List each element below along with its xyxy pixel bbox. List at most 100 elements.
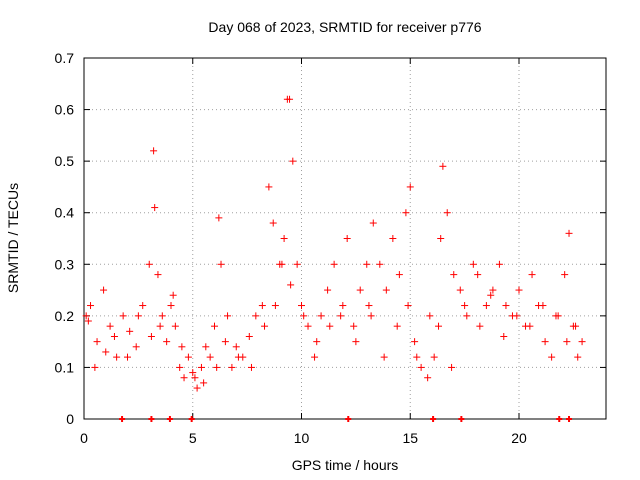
- data-point: [154, 271, 162, 279]
- data-point: [369, 219, 377, 227]
- data-point: [324, 286, 332, 294]
- data-point: [352, 338, 360, 346]
- data-point: [193, 384, 201, 392]
- data-point: [402, 209, 410, 217]
- data-point: [189, 369, 197, 377]
- data-point: [176, 363, 184, 371]
- data-point: [437, 235, 445, 242]
- data-point: [450, 271, 458, 279]
- data-point: [126, 327, 134, 335]
- y-tick-label: 0.6: [55, 102, 75, 118]
- zero-marker: [458, 416, 465, 422]
- data-points: [82, 95, 586, 422]
- data-point: [213, 363, 221, 371]
- data-point: [330, 260, 338, 268]
- data-point: [247, 363, 255, 371]
- data-point: [528, 271, 536, 279]
- y-tick-label: 0: [66, 411, 74, 427]
- data-point: [456, 286, 464, 294]
- data-point: [119, 312, 127, 320]
- data-point: [326, 322, 334, 330]
- x-tick-label: 15: [402, 430, 418, 446]
- data-point: [84, 317, 92, 325]
- data-point: [180, 374, 188, 382]
- data-point: [200, 379, 208, 387]
- data-point: [298, 302, 305, 310]
- y-tick-label: 0.1: [55, 359, 75, 375]
- data-point: [134, 312, 142, 320]
- data-point: [106, 322, 114, 330]
- data-point: [82, 312, 90, 320]
- data-point: [145, 260, 153, 268]
- x-tick-label: 0: [80, 430, 88, 446]
- data-point: [87, 302, 95, 310]
- x-axis-ticks: 0 5 10 15 20: [80, 58, 527, 446]
- zero-marker: [148, 416, 155, 422]
- data-point: [495, 260, 503, 268]
- zero-marker: [556, 416, 563, 422]
- data-point: [289, 157, 297, 165]
- chart-title: Day 068 of 2023, SRMTID for receiver p77…: [208, 19, 481, 35]
- data-point: [147, 332, 155, 340]
- data-point: [151, 204, 159, 212]
- data-point: [191, 374, 199, 382]
- data-point: [265, 183, 273, 191]
- data-point: [124, 353, 131, 361]
- data-point: [539, 302, 547, 310]
- data-point: [565, 229, 573, 237]
- data-point: [271, 302, 279, 310]
- data-point: [513, 312, 521, 320]
- x-tick-label: 10: [294, 430, 310, 446]
- data-point: [439, 162, 447, 170]
- data-point: [313, 338, 321, 346]
- data-point: [278, 260, 286, 268]
- data-point: [448, 363, 456, 371]
- data-point: [541, 338, 549, 346]
- data-point: [184, 353, 192, 361]
- data-point: [461, 302, 469, 310]
- data-point: [363, 260, 371, 268]
- data-point: [91, 363, 99, 371]
- data-point: [178, 343, 186, 351]
- data-point: [169, 291, 177, 299]
- data-point: [430, 353, 438, 361]
- data-point: [100, 286, 108, 294]
- data-point: [382, 286, 390, 294]
- data-point: [365, 302, 373, 310]
- zero-marker: [119, 416, 126, 422]
- data-point: [228, 363, 236, 371]
- data-point: [132, 343, 140, 351]
- data-point: [110, 332, 118, 340]
- data-point: [463, 312, 471, 320]
- data-point: [339, 302, 347, 310]
- data-point: [376, 260, 384, 268]
- data-point: [93, 338, 101, 346]
- data-point: [526, 322, 534, 330]
- data-point: [269, 219, 277, 227]
- data-point: [380, 353, 388, 361]
- data-point: [404, 302, 412, 310]
- data-point: [406, 183, 414, 191]
- data-point: [578, 338, 586, 346]
- data-point: [221, 338, 229, 346]
- x-tick-label: 20: [511, 430, 527, 446]
- data-point: [552, 312, 560, 320]
- data-point: [395, 271, 403, 279]
- data-point: [574, 353, 582, 361]
- data-point: [234, 353, 242, 361]
- data-point: [202, 343, 210, 351]
- x-axis-label: GPS time / hours: [292, 457, 399, 473]
- data-point: [211, 322, 218, 330]
- data-point: [232, 343, 240, 351]
- data-point: [572, 322, 580, 330]
- zero-marker: [188, 416, 195, 422]
- data-point: [393, 322, 401, 330]
- data-point: [171, 322, 179, 330]
- data-point: [356, 286, 364, 294]
- data-point: [343, 235, 351, 242]
- data-point: [417, 363, 425, 371]
- data-point: [413, 353, 421, 361]
- data-point: [150, 147, 158, 155]
- plot-frame: [83, 57, 607, 420]
- data-point: [158, 312, 166, 320]
